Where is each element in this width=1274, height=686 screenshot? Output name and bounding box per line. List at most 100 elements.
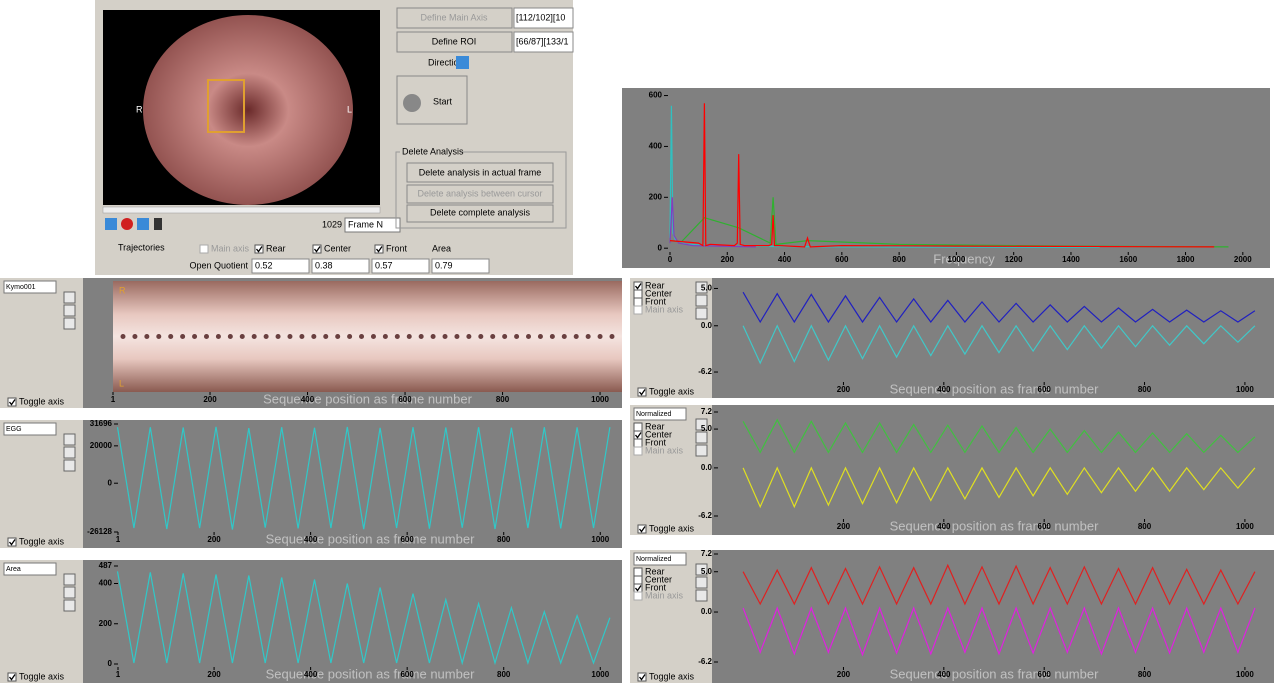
button-label: Delete analysis between cursor xyxy=(417,188,542,198)
y-tick-label: 0.0 xyxy=(701,321,713,330)
checkbox[interactable] xyxy=(634,576,642,584)
trajectories-label: Trajectories xyxy=(118,242,165,252)
x-tick-label: 200 xyxy=(203,395,217,404)
tool-button[interactable] xyxy=(64,447,75,458)
tool-button[interactable] xyxy=(696,432,707,443)
x-tick-label: 600 xyxy=(835,255,849,264)
tool-button[interactable] xyxy=(64,434,75,445)
checkbox-label: Rear xyxy=(266,243,286,253)
checkbox[interactable] xyxy=(634,298,642,306)
y-tick-label: 600 xyxy=(649,91,663,100)
start-label: Start xyxy=(433,96,453,106)
x-tick-label: 400 xyxy=(301,395,315,404)
checkbox[interactable] xyxy=(200,245,208,253)
play-forward[interactable] xyxy=(137,218,149,230)
x-tick-label: 1000 xyxy=(948,255,966,264)
y-tick-label: 487 xyxy=(99,561,113,570)
x-tick-label: 800 xyxy=(1138,670,1152,679)
tool-button[interactable] xyxy=(696,308,707,319)
axis-label: Sequence position as frame number xyxy=(266,666,476,681)
scrollbar[interactable] xyxy=(103,207,380,213)
y-tick-label: -6.2 xyxy=(698,657,712,666)
kymogram-dot xyxy=(431,334,436,339)
value-text: 0.79 xyxy=(435,260,453,270)
checkbox[interactable] xyxy=(634,290,642,298)
kymogram-dot xyxy=(359,334,364,339)
image-label: R xyxy=(119,285,126,295)
x-tick-label: 0 xyxy=(668,255,673,264)
checkbox-label: Main axis xyxy=(645,445,684,455)
x-tick-label: 200 xyxy=(837,670,851,679)
checkbox[interactable] xyxy=(634,568,642,576)
screen: R L 1029 Frame N Define Main Axis [112/1… xyxy=(0,0,1274,686)
value-text: 0.52 xyxy=(255,260,273,270)
x-tick-label: 400 xyxy=(304,670,318,679)
kymogram-dot xyxy=(526,334,531,339)
axis-label: Sequence position as frame number xyxy=(890,518,1100,533)
y-tick-label: 200 xyxy=(649,192,663,201)
x-tick-label: 1 xyxy=(116,535,121,544)
plot-area xyxy=(83,420,622,548)
x-tick-label: 1 xyxy=(116,670,121,679)
y-tick-label: 31696 xyxy=(90,419,113,428)
start-icon xyxy=(403,94,421,112)
x-tick-label: 600 xyxy=(400,535,414,544)
kymogram-dot xyxy=(514,334,519,339)
play-back[interactable] xyxy=(105,218,117,230)
checkbox[interactable] xyxy=(634,306,642,314)
direction-icon[interactable] xyxy=(456,56,469,69)
kymogram-dot xyxy=(407,334,412,339)
x-tick-label: 1 xyxy=(111,395,116,404)
tool-button[interactable] xyxy=(64,305,75,316)
kymogram-dot xyxy=(204,334,209,339)
tool-button[interactable] xyxy=(64,460,75,471)
checkbox[interactable] xyxy=(634,447,642,455)
record[interactable] xyxy=(121,218,133,230)
button-label: Delete complete analysis xyxy=(430,207,531,217)
frame-icon[interactable] xyxy=(154,218,162,230)
kymogram-dot xyxy=(466,334,471,339)
x-tick-label: 200 xyxy=(837,385,851,394)
checkbox-label: Center xyxy=(324,243,351,253)
checkbox-label: Front xyxy=(386,243,408,253)
video-image xyxy=(143,15,353,205)
tool-button[interactable] xyxy=(696,577,707,588)
x-tick-label: 800 xyxy=(892,255,906,264)
kymogram-dot xyxy=(371,334,376,339)
checkbox[interactable] xyxy=(634,592,642,600)
tool-button[interactable] xyxy=(696,445,707,456)
checkbox[interactable] xyxy=(634,423,642,431)
frame-number: 1029 xyxy=(322,219,342,229)
y-tick-label: 5.0 xyxy=(701,284,713,293)
kymogram-dot xyxy=(252,334,257,339)
kymogram-dot xyxy=(132,334,137,339)
x-tick-label: 1800 xyxy=(1177,255,1195,264)
kymogram-dot xyxy=(454,334,459,339)
kymogram-dot xyxy=(276,334,281,339)
y-tick-label: 400 xyxy=(649,142,663,151)
tool-button[interactable] xyxy=(696,295,707,306)
x-tick-label: 800 xyxy=(1138,385,1152,394)
tool-button[interactable] xyxy=(64,318,75,329)
kymogram-dot xyxy=(443,334,448,339)
x-tick-label: 200 xyxy=(837,522,851,531)
selector-text: Kymo001 xyxy=(6,284,36,291)
tool-button[interactable] xyxy=(64,600,75,611)
x-tick-label: 1000 xyxy=(1236,670,1254,679)
y-tick-label: 7.2 xyxy=(701,549,713,558)
checkbox[interactable] xyxy=(634,439,642,447)
kymogram-dot xyxy=(538,334,543,339)
x-tick-label: 400 xyxy=(937,670,951,679)
x-tick-label: 800 xyxy=(497,670,511,679)
tool-button[interactable] xyxy=(64,574,75,585)
axis-label: Sequence position as frame number xyxy=(266,531,476,546)
x-tick-label: 200 xyxy=(721,255,735,264)
kymogram-dot xyxy=(216,334,221,339)
x-tick-label: 1000 xyxy=(1236,385,1254,394)
group-label: Delete Analysis xyxy=(402,146,464,156)
tool-button[interactable] xyxy=(696,590,707,601)
checkbox-label: Main axis xyxy=(645,590,684,600)
tool-button[interactable] xyxy=(64,587,75,598)
x-tick-label: 800 xyxy=(1138,522,1152,531)
tool-button[interactable] xyxy=(64,292,75,303)
